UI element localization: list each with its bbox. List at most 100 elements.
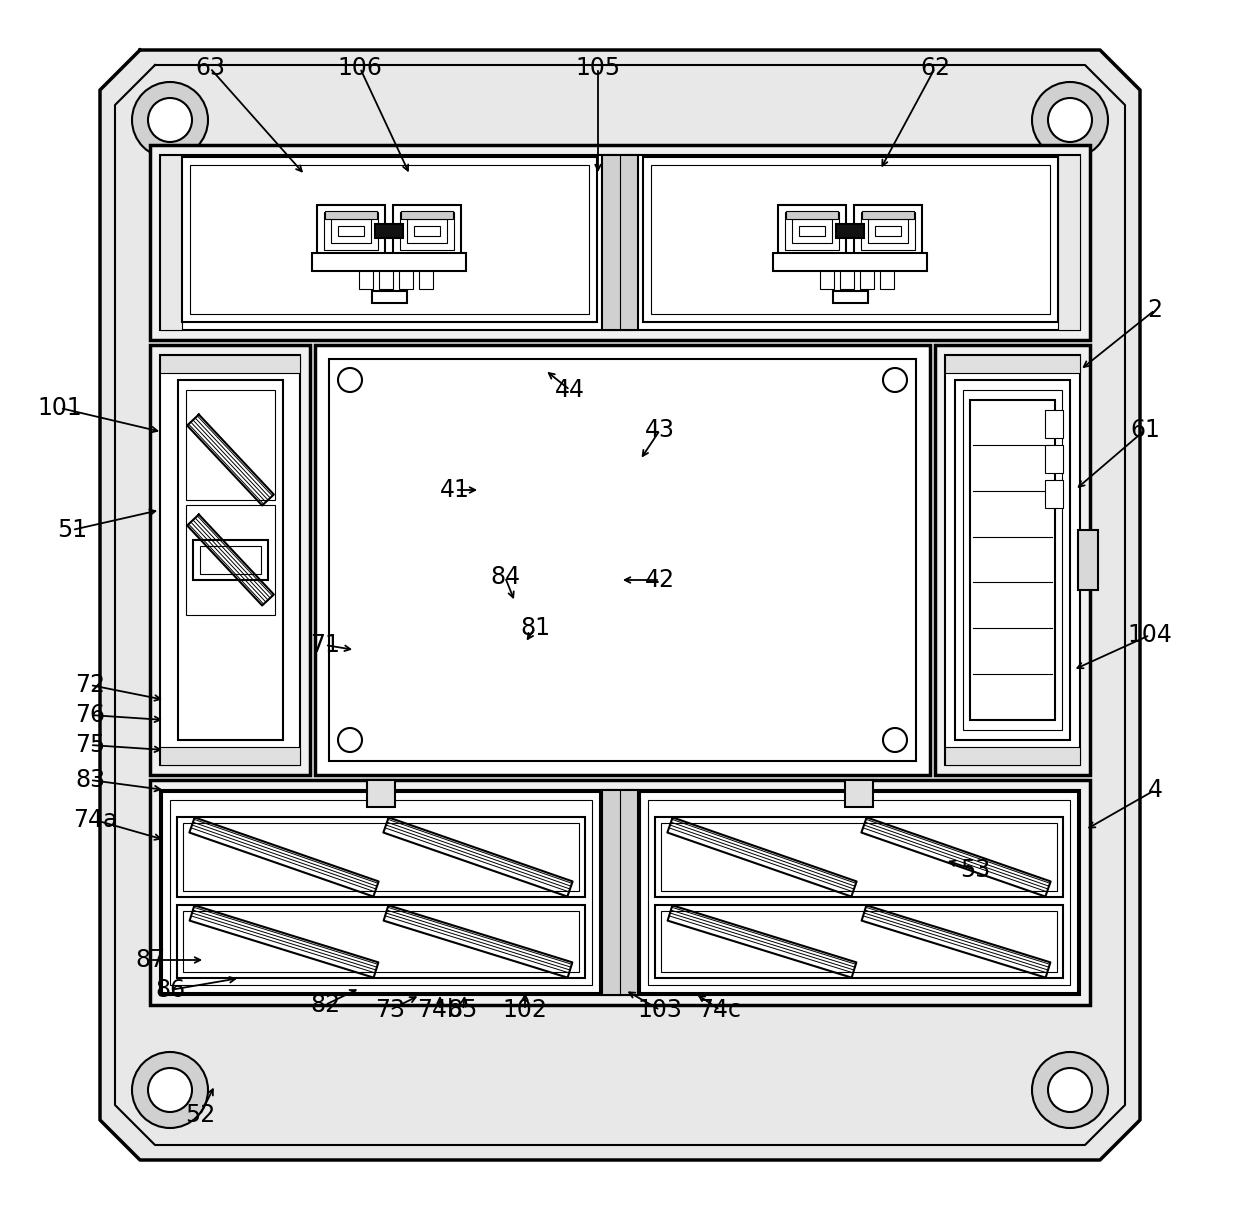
Text: 41: 41	[440, 478, 470, 503]
Bar	[799, 226, 825, 236]
Circle shape	[1032, 82, 1109, 157]
Text: 73: 73	[374, 998, 405, 1022]
Bar	[844, 780, 873, 807]
Bar	[786, 211, 838, 219]
Text: 44: 44	[556, 378, 585, 402]
Bar	[360, 271, 373, 289]
Bar	[655, 817, 1063, 897]
Bar	[955, 380, 1070, 740]
Text: 71: 71	[310, 633, 340, 658]
Bar	[854, 205, 923, 257]
Bar	[367, 780, 396, 807]
Text: 104: 104	[1127, 622, 1173, 647]
Bar	[393, 205, 461, 257]
Bar	[661, 911, 1056, 972]
Bar	[651, 165, 1050, 314]
Bar	[160, 747, 300, 765]
Circle shape	[148, 1068, 192, 1112]
Text: 101: 101	[37, 396, 82, 420]
Circle shape	[131, 1052, 208, 1127]
Bar	[640, 792, 1078, 993]
Circle shape	[883, 728, 906, 752]
Bar	[150, 145, 1090, 340]
Bar	[339, 226, 365, 236]
Bar	[945, 747, 1080, 765]
Bar	[177, 817, 585, 897]
Bar	[160, 355, 300, 373]
Bar	[649, 800, 1070, 985]
Bar	[777, 205, 846, 257]
Bar	[862, 211, 914, 219]
Bar	[160, 355, 300, 765]
Text: 87: 87	[135, 948, 165, 972]
Bar	[150, 780, 1090, 1005]
Bar	[935, 345, 1090, 775]
Bar	[839, 271, 854, 289]
Text: 53: 53	[960, 859, 990, 882]
Bar	[401, 211, 453, 219]
Bar	[1078, 530, 1097, 590]
Text: 74a: 74a	[73, 808, 118, 832]
Circle shape	[1032, 1052, 1109, 1127]
Bar	[419, 271, 433, 289]
Bar	[644, 157, 1058, 322]
Text: 103: 103	[637, 998, 682, 1022]
Bar	[401, 212, 454, 249]
Text: 4: 4	[1147, 777, 1163, 802]
Bar	[379, 271, 393, 289]
Bar	[601, 790, 639, 995]
Bar	[661, 823, 1056, 891]
Text: 84: 84	[490, 566, 520, 589]
Text: 105: 105	[575, 56, 620, 80]
Bar	[1045, 411, 1063, 438]
Bar	[193, 540, 268, 580]
Bar	[1045, 480, 1063, 507]
Bar	[160, 155, 1080, 331]
Bar	[200, 546, 260, 574]
Circle shape	[148, 98, 192, 142]
Polygon shape	[100, 50, 1140, 1160]
Bar	[1058, 155, 1080, 331]
Text: 51: 51	[57, 518, 87, 543]
Bar	[792, 219, 832, 243]
Bar	[160, 790, 1080, 995]
Text: 82: 82	[310, 993, 340, 1017]
Bar	[186, 505, 275, 615]
Bar	[414, 226, 440, 236]
Text: 42: 42	[645, 568, 675, 592]
Bar	[833, 291, 868, 303]
Bar	[399, 271, 413, 289]
Circle shape	[883, 368, 906, 392]
Bar	[186, 390, 275, 500]
Bar	[945, 355, 1080, 765]
Bar	[407, 219, 446, 243]
Text: 102: 102	[502, 998, 547, 1022]
Bar	[655, 905, 1063, 978]
Bar	[317, 205, 384, 257]
Bar	[836, 224, 864, 239]
Text: 74b: 74b	[418, 998, 463, 1022]
Bar	[331, 219, 371, 243]
Circle shape	[1048, 98, 1092, 142]
Bar	[372, 291, 407, 303]
Circle shape	[1048, 1068, 1092, 1112]
Bar	[190, 165, 589, 314]
Bar	[160, 155, 182, 331]
Circle shape	[131, 82, 208, 157]
Text: 62: 62	[920, 56, 950, 80]
Text: 75: 75	[74, 733, 105, 757]
Bar	[880, 271, 894, 289]
Bar	[861, 271, 874, 289]
Bar	[312, 253, 466, 271]
Text: 43: 43	[645, 418, 675, 442]
Circle shape	[339, 728, 362, 752]
Bar	[324, 212, 378, 249]
Text: 72: 72	[74, 673, 105, 698]
Text: 106: 106	[337, 56, 382, 80]
Bar	[374, 224, 403, 239]
Text: 52: 52	[185, 1103, 215, 1127]
Bar	[970, 400, 1055, 721]
Text: 83: 83	[74, 768, 105, 792]
Text: 63: 63	[195, 56, 224, 80]
Bar	[773, 253, 928, 271]
